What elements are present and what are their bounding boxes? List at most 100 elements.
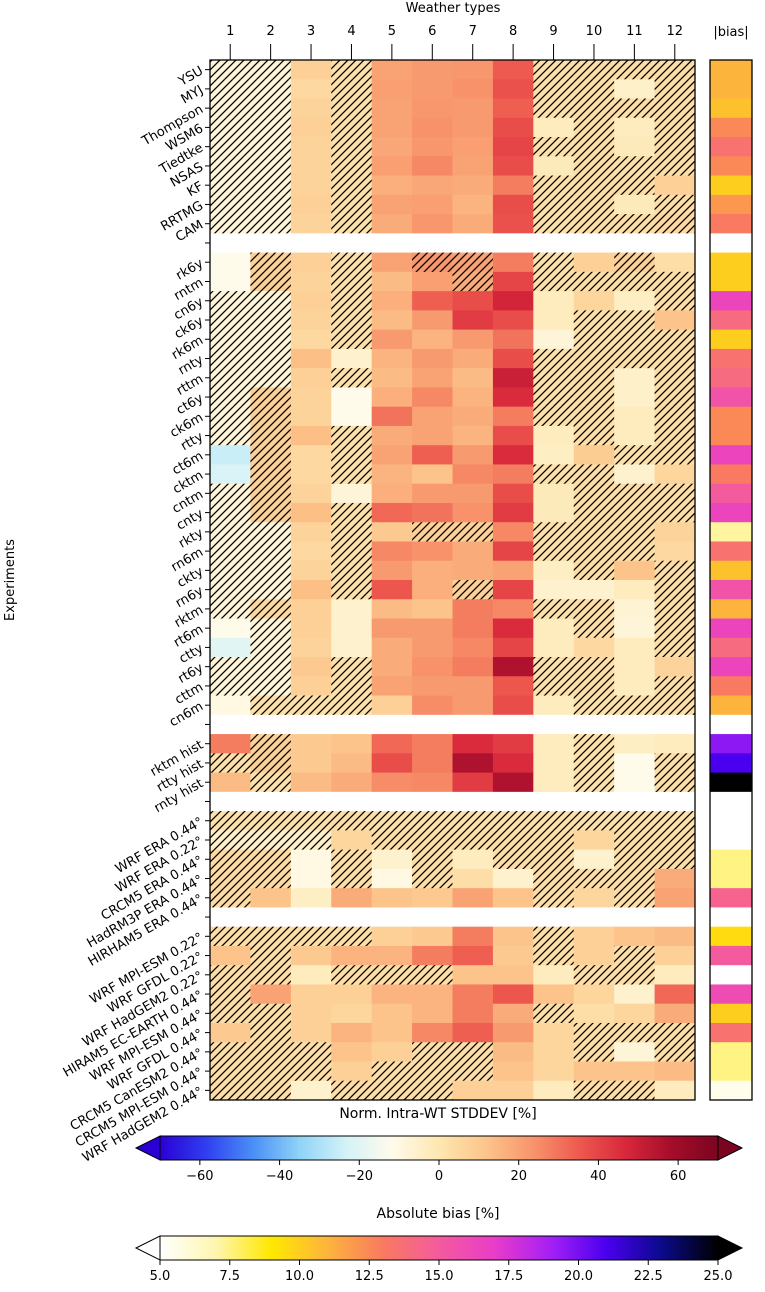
heatmap-cell <box>290 98 332 119</box>
hatch-overlay <box>331 271 373 292</box>
heatmap-cell <box>492 156 534 176</box>
hatch-overlay <box>250 1042 292 1062</box>
heatmap-cell <box>614 137 655 157</box>
hatch-overlay <box>250 868 292 889</box>
heatmap-cell <box>371 1042 413 1062</box>
heatmap-cell <box>492 291 534 311</box>
hatch-overlay <box>210 156 251 176</box>
column-tick-2: 2 <box>266 24 274 39</box>
hatch-overlay <box>614 483 655 504</box>
hatch-overlay <box>290 1061 332 1082</box>
heatmap-cell <box>492 599 534 619</box>
hatch-overlay <box>210 329 251 350</box>
heatmap-cell <box>452 117 494 138</box>
hatch-overlay <box>371 965 413 985</box>
hatch-overlay <box>533 252 575 273</box>
heatmap-cell <box>371 753 413 773</box>
heatmap-cell <box>412 657 453 677</box>
heatmap-cell <box>290 271 332 292</box>
heatmap-cell <box>573 252 615 273</box>
hatch-overlay <box>250 734 292 754</box>
hatch-overlay <box>210 291 251 311</box>
bias-cell <box>710 214 752 234</box>
heatmap-cell <box>290 580 332 600</box>
heatmap-cell <box>371 79 413 99</box>
bias-cell <box>710 425 752 446</box>
hatch-overlay <box>573 406 615 427</box>
hatch-overlay <box>614 522 655 542</box>
heatmap-cell <box>412 1003 453 1024</box>
hatch-overlay <box>250 1003 292 1024</box>
heatmap-cell <box>492 1042 534 1062</box>
heatmap-cell <box>371 117 413 138</box>
heatmap-cell <box>210 772 251 793</box>
hatch-overlay <box>573 387 615 408</box>
heatmap-cell <box>573 849 615 870</box>
heatmap-cell <box>452 175 494 196</box>
heatmap-cell <box>371 310 413 331</box>
hatch-overlay <box>331 541 373 562</box>
heatmap-cell <box>492 734 534 754</box>
hatch-overlay <box>210 137 251 157</box>
bias-cell <box>710 445 752 465</box>
heatmap-cell <box>371 657 413 677</box>
hatch-overlay <box>250 79 292 99</box>
colorbar-main-label: Norm. Intra-WT STDDEV [%] <box>339 1106 536 1122</box>
heatmap-cell <box>492 483 534 504</box>
heatmap-cell <box>614 618 655 639</box>
heatmap-cell <box>492 984 534 1005</box>
hatch-overlay <box>210 60 251 80</box>
heatmap-cell <box>614 368 655 388</box>
column-tick-5: 5 <box>388 24 396 39</box>
heatmap-cell <box>452 1080 494 1101</box>
hatch-overlay <box>654 194 696 215</box>
heatmap-cell <box>614 734 655 754</box>
hatch-overlay <box>412 522 453 542</box>
heatmap-cell <box>573 637 615 658</box>
hatch-overlay <box>614 310 655 331</box>
heatmap-cell <box>371 599 413 619</box>
heatmap-cell <box>452 657 494 677</box>
hatch-overlay <box>210 811 251 831</box>
heatmap-cell <box>290 945 332 966</box>
hatch-overlay <box>250 502 292 523</box>
heatmap-cell <box>452 464 494 485</box>
colorbar-extend-high <box>717 1135 744 1161</box>
heatmap-cell <box>533 734 575 754</box>
bias-cell <box>710 868 752 889</box>
hatch-overlay <box>533 60 575 80</box>
heatmap-cell <box>452 541 494 562</box>
hatch-overlay <box>614 271 655 292</box>
hatch-overlay <box>654 425 696 446</box>
colorbar-tick-label: 10.0 <box>285 1269 314 1284</box>
heatmap-cell <box>492 560 534 581</box>
heatmap-cell <box>290 753 332 773</box>
hatch-overlay <box>533 657 575 677</box>
heatmap-cell <box>654 868 696 889</box>
hatch-overlay <box>452 811 494 831</box>
heatmap-cell <box>290 599 332 619</box>
hatch-overlay <box>452 830 494 851</box>
heatmap-cell <box>452 98 494 119</box>
heatmap-cell <box>412 637 453 658</box>
hatch-overlay <box>250 811 292 831</box>
bias-cell <box>710 271 752 292</box>
hatch-overlay <box>210 483 251 504</box>
bias-cell <box>710 98 752 119</box>
hatch-overlay <box>614 502 655 523</box>
hatch-overlay <box>331 329 373 350</box>
hatch-overlay <box>654 348 696 369</box>
hatch-overlay <box>573 483 615 504</box>
heatmap-cell <box>452 214 494 234</box>
hatch-overlay <box>452 1042 494 1062</box>
hatch-overlay <box>573 502 615 523</box>
heatmap-cell <box>492 868 534 889</box>
bias-cell <box>710 830 752 851</box>
hatch-overlay <box>654 580 696 600</box>
heatmap-cell <box>371 194 413 215</box>
hatch-overlay <box>573 175 615 196</box>
hatch-overlay <box>452 1061 494 1082</box>
hatch-overlay <box>331 868 373 889</box>
heatmap-cell <box>533 965 575 985</box>
hatch-overlay <box>331 502 373 523</box>
